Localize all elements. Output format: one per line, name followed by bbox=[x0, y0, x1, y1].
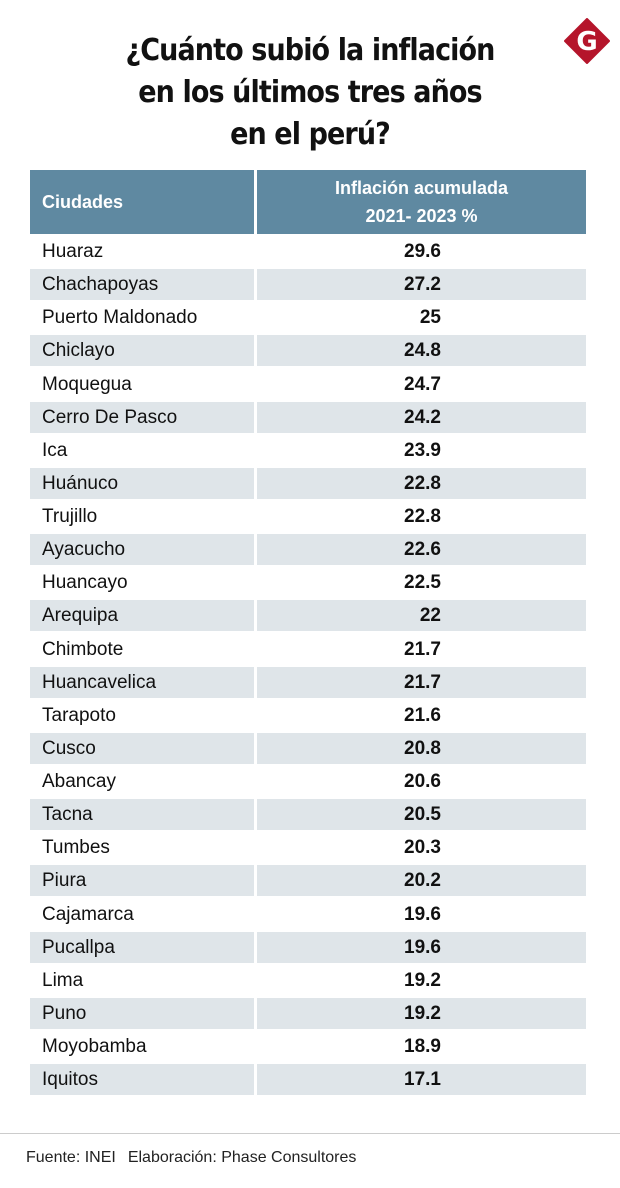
table-header: Ciudades Inflación acumulada 2021- 2023 … bbox=[30, 170, 586, 234]
table-row: Cusco 20.8 bbox=[30, 732, 586, 764]
city-cell: Ica bbox=[42, 439, 68, 461]
city-cell: Huaraz bbox=[42, 241, 104, 262]
title-line: en los últimos tres años bbox=[138, 75, 482, 110]
table-row: Moquegua 24.7 bbox=[30, 369, 586, 400]
city-cell: Iquitos bbox=[30, 1064, 254, 1096]
column-header-line: Inflación acumulada bbox=[334, 178, 509, 198]
table-row: Puerto Maldonado 25 bbox=[30, 302, 586, 333]
svg-text:G: G bbox=[576, 27, 597, 57]
inflation-table: Ciudades Inflación acumulada 2021- 2023 … bbox=[30, 170, 586, 1097]
table-row: Tumbes 20.3 bbox=[30, 832, 586, 863]
city-cell: Abancay bbox=[42, 771, 116, 792]
inflation-value-cell: 22 bbox=[257, 600, 586, 632]
table-row: Lima 19.2 bbox=[30, 965, 586, 996]
city-cell: Arequipa bbox=[30, 600, 254, 632]
table-row: Huaraz 29.6 bbox=[30, 236, 586, 267]
title-line: en el perú? bbox=[230, 117, 391, 152]
city-cell: Huancayo bbox=[42, 572, 128, 594]
table-row: Ayacucho 22.6 bbox=[30, 534, 586, 566]
inflation-value-cell: 21.6 bbox=[404, 704, 441, 726]
city-cell: Chimbote bbox=[42, 638, 124, 660]
page-title: ¿Cuánto subió la inflación en los último… bbox=[0, 30, 620, 156]
table-row: Ica 23.9 bbox=[30, 435, 586, 466]
city-cell: Tacna bbox=[30, 799, 254, 831]
inflation-value-cell: 27.2 bbox=[257, 269, 586, 301]
column-header-inflation: Inflación acumulada 2021- 2023 % bbox=[257, 170, 586, 234]
title-line: ¿Cuánto subió la inflación bbox=[125, 33, 495, 68]
inflation-value-cell: 23.9 bbox=[404, 439, 441, 461]
inflation-value-cell: 21.7 bbox=[257, 666, 586, 698]
table-row: Pucallpa 19.6 bbox=[30, 931, 586, 963]
inflation-value-cell: 25 bbox=[419, 307, 441, 329]
city-cell: Chiclayo bbox=[30, 335, 254, 367]
table-row: Iquitos 17.1 bbox=[30, 1064, 586, 1096]
table-row: Huancayo 22.5 bbox=[30, 567, 586, 598]
inflation-value-cell: 22.6 bbox=[257, 534, 586, 566]
table-row: Arequipa 22 bbox=[30, 600, 586, 632]
inflation-value-cell: 24.8 bbox=[257, 335, 586, 367]
city-cell: Tumbes bbox=[42, 837, 110, 859]
inflation-value-cell: 22.5 bbox=[404, 572, 441, 594]
city-cell: Cerro De Pasco bbox=[30, 401, 254, 433]
credit-text: Elaboración: Phase Consultores bbox=[127, 1149, 357, 1166]
table-row: Abancay 20.6 bbox=[30, 766, 586, 797]
column-header-line: 2021- 2023 % bbox=[365, 206, 478, 226]
city-cell: Puno bbox=[30, 997, 254, 1029]
table-row: Huancavelica 21.7 bbox=[30, 666, 586, 698]
table-row: Trujillo 22.8 bbox=[30, 501, 586, 532]
inflation-value-cell: 20.8 bbox=[257, 732, 586, 764]
divider bbox=[0, 1133, 620, 1134]
inflation-value-cell: 22.8 bbox=[257, 467, 586, 499]
inflation-value-cell: 19.6 bbox=[404, 903, 441, 925]
gestion-logo-icon: G bbox=[564, 18, 610, 64]
city-cell: Chachapoyas bbox=[30, 269, 254, 301]
column-header-cities: Ciudades bbox=[30, 170, 254, 234]
inflation-value-cell: 20.3 bbox=[404, 837, 441, 859]
inflation-value-cell: 20.2 bbox=[257, 865, 586, 897]
table-row: Chachapoyas 27.2 bbox=[30, 269, 586, 301]
inflation-value-cell: 19.6 bbox=[257, 931, 586, 963]
inflation-value-cell: 19.2 bbox=[257, 997, 586, 1029]
inflation-value-cell: 17.1 bbox=[257, 1064, 586, 1096]
table-row: Chimbote 21.7 bbox=[30, 634, 586, 665]
inflation-value-cell: 18.9 bbox=[404, 1036, 441, 1057]
city-cell: Puerto Maldonado bbox=[42, 307, 198, 329]
table-row: Cerro De Pasco 24.2 bbox=[30, 401, 586, 433]
source-text: Fuente: INEI bbox=[26, 1149, 116, 1166]
inflation-value-cell: 24.7 bbox=[404, 373, 441, 395]
inflation-value-cell: 24.2 bbox=[257, 401, 586, 433]
city-cell: Cajamarca bbox=[42, 903, 134, 925]
inflation-value-cell: 21.7 bbox=[404, 638, 441, 660]
inflation-value-cell: 22.8 bbox=[404, 506, 441, 527]
city-cell: Pucallpa bbox=[30, 931, 254, 963]
city-cell: Tarapoto bbox=[42, 704, 116, 726]
table-row: Cajamarca 19.6 bbox=[30, 899, 586, 930]
city-cell: Moquegua bbox=[42, 373, 132, 395]
table-row: Tacna 20.5 bbox=[30, 799, 586, 831]
city-cell: Huánuco bbox=[30, 467, 254, 499]
table-body: Huaraz 29.6 Chachapoyas 27.2 Puerto Maldonad… bbox=[30, 236, 586, 1096]
footer: Fuente: INEI Elaboración: Phase Consultor… bbox=[26, 1149, 356, 1167]
city-cell: Ayacucho bbox=[30, 534, 254, 566]
inflation-value-cell: 29.6 bbox=[404, 241, 441, 262]
city-cell: Piura bbox=[30, 865, 254, 897]
table-row: Tarapoto 21.6 bbox=[30, 700, 586, 731]
inflation-value-cell: 20.5 bbox=[257, 799, 586, 831]
table-row: Chiclayo 24.8 bbox=[30, 335, 586, 367]
inflation-value-cell: 20.6 bbox=[404, 771, 441, 792]
city-cell: Trujillo bbox=[42, 506, 98, 527]
inflation-value-cell: 19.2 bbox=[404, 969, 441, 991]
table-row: Piura 20.2 bbox=[30, 865, 586, 897]
city-cell: Huancavelica bbox=[30, 666, 254, 698]
city-cell: Lima bbox=[42, 969, 84, 991]
table-row: Puno 19.2 bbox=[30, 997, 586, 1029]
city-cell: Cusco bbox=[30, 732, 254, 764]
table-row: Huánuco 22.8 bbox=[30, 467, 586, 499]
table-row: Moyobamba 18.9 bbox=[30, 1031, 586, 1062]
city-cell: Moyobamba bbox=[42, 1036, 147, 1057]
